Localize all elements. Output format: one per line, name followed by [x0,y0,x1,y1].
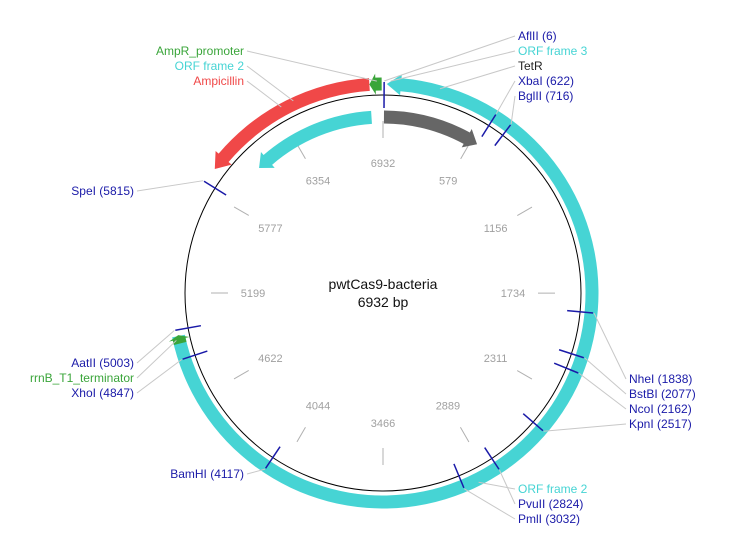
leader-line [136,340,177,379]
tick-mark [516,370,533,380]
restriction-site-mark[interactable] [558,349,585,359]
leader-line [593,312,627,380]
map-label[interactable]: AflII (6) [518,29,557,43]
leader-line [136,359,182,394]
feature-arc-ampicillin[interactable] [214,77,370,169]
tick-label: 6932 [371,158,395,170]
map-label[interactable]: NheI (1838) [629,372,692,386]
feature-arc-orf-frame-2[interactable] [259,110,372,169]
leader-line [383,35,516,82]
leader-line [510,95,516,125]
tick-mark [296,426,306,443]
leader-line [464,488,516,520]
restriction-site-mark[interactable] [567,309,594,314]
plasmid-name: pwtCas9-bacteria [329,276,438,292]
map-label[interactable]: TetR [518,59,543,73]
tick-label: 1734 [501,288,525,300]
leader-line [390,50,516,82]
tick-label: 3466 [371,418,395,430]
restriction-site-mark[interactable] [522,413,544,432]
map-label[interactable]: AatII (5003) [71,356,134,370]
restriction-site-marks [175,81,594,489]
map-label[interactable]: ORF frame 2 [175,59,245,73]
map-label[interactable]: PmlI (3032) [518,512,580,526]
leader-line [543,423,627,432]
restriction-site-mark[interactable] [175,324,202,332]
leader-line [495,80,516,115]
restriction-site-mark[interactable] [494,124,512,147]
map-label[interactable]: Ampicillin [193,74,244,88]
restriction-site-mark[interactable] [553,362,579,374]
feature-arc-tetr[interactable] [383,110,478,148]
restriction-site-mark[interactable] [481,114,497,138]
tick-label: 5777 [258,223,282,235]
map-label[interactable]: BstBI (2077) [629,387,696,401]
map-label[interactable]: ORF frame 2 [518,482,588,496]
map-label[interactable]: XhoI (4847) [71,386,134,400]
leader-line [499,469,516,505]
leader-line [246,50,377,82]
map-label[interactable]: KpnI (2517) [629,417,692,431]
tick-mark [517,206,533,217]
map-label[interactable]: AmpR_promoter [156,44,244,58]
map-label[interactable]: ORF frame 3 [518,44,588,58]
leader-line [246,80,282,108]
leader-line [584,357,627,395]
restriction-site-mark[interactable] [203,180,227,196]
leader-line [136,180,204,192]
tick-mark [460,143,470,160]
restriction-site-mark[interactable] [453,463,465,489]
leader-line [136,330,175,364]
label-leader-lines [136,35,627,520]
restriction-site-mark[interactable] [264,446,281,469]
leader-line [578,372,627,410]
map-label[interactable]: XbaI (622) [518,74,574,88]
tick-label: 6354 [306,175,330,187]
map-label[interactable]: rrnB_T1_terminator [30,371,134,385]
tick-label: 4622 [258,353,282,365]
restriction-site-mark[interactable] [182,350,208,360]
map-label[interactable]: BglII (716) [518,89,573,103]
map-label[interactable]: SpeI (5815) [71,184,134,198]
tick-label: 1156 [484,223,508,235]
restriction-site-mark[interactable] [484,447,500,470]
leader-line [246,65,294,102]
tick-mark [233,206,250,216]
tick-marks: 6932 579 1156 1734 2311 2889 3466 4044 4622 5199 5… [211,121,556,465]
tick-mark [233,369,249,380]
tick-label: 4044 [306,401,330,413]
plasmid-size: 6932 bp [358,294,409,310]
feature-arcs [168,73,599,509]
leader-line [478,481,516,490]
leader-line [246,468,266,475]
feature-arc-ampr-promoter[interactable] [369,73,382,95]
tick-label: 579 [439,175,457,187]
tick-label: 2889 [436,401,460,413]
leader-line [439,65,516,90]
map-label[interactable]: NcoI (2162) [629,402,692,416]
tick-mark [296,143,306,160]
tick-mark [459,427,470,443]
plasmid-backbone-circle [184,94,582,492]
tick-label: 2311 [484,353,508,365]
map-label[interactable]: PvuII (2824) [518,497,583,511]
tick-label: 5199 [241,288,265,300]
map-label[interactable]: BamHI (4117) [170,467,244,481]
